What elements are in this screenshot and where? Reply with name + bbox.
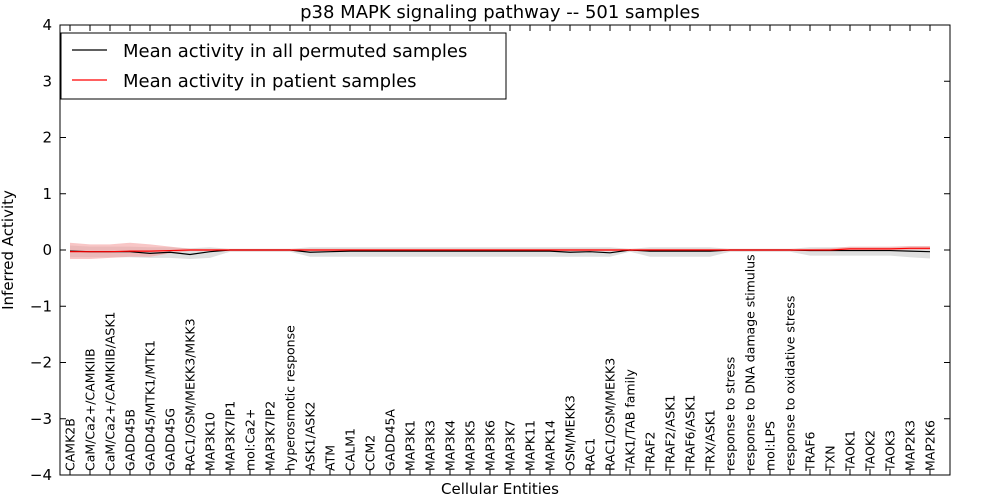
y-tick-label: 2 — [42, 129, 52, 147]
x-tick-label: MAPK14 — [543, 420, 558, 471]
y-axis-label: Inferred Activity — [0, 190, 17, 310]
y-tick-label: 0 — [42, 241, 52, 259]
chart-title: p38 MAPK signaling pathway -- 501 sample… — [300, 2, 700, 23]
x-tick-label: TAOK1 — [843, 430, 858, 472]
x-tick-label: MAP3K7 — [503, 420, 518, 471]
y-tick-label: 4 — [42, 16, 52, 34]
x-tick-label: TRAF2 — [643, 431, 658, 472]
x-tick-label: TXN — [823, 445, 838, 472]
y-ticks: −4 −3 −2 −1 0 1 2 3 4 — [30, 16, 950, 484]
y-tick-label: −3 — [30, 410, 52, 428]
x-tick-label: CAMK2B — [63, 418, 78, 471]
x-tick-label: ATM — [323, 445, 338, 471]
x-tick-label: MAP2K6 — [923, 420, 938, 471]
x-tick-label: MAP2K3 — [903, 420, 918, 471]
legend[interactable]: Mean activity in all permuted samples Me… — [60, 32, 507, 100]
x-tick-label: TRX/ASK1 — [703, 409, 718, 472]
x-tick-label: RAC1/OSM/MEKK3 — [603, 358, 618, 471]
y-tick-label: 1 — [42, 185, 52, 203]
band-permuted — [70, 245, 930, 259]
x-tick-label: MAP3K7IP1 — [223, 401, 238, 471]
x-tick-label: TAOK2 — [863, 430, 878, 472]
x-tick-label: CaM/Ca2+/CAMKIIB — [83, 348, 98, 471]
x-tick-label: MAP3K7IP2 — [263, 401, 278, 471]
x-tick-label: GADD45A — [383, 409, 398, 471]
x-tick-label: ASK1/ASK2 — [303, 402, 318, 471]
x-tick-label: mol:Ca2+ — [243, 409, 258, 471]
y-tick-label: −1 — [30, 297, 52, 315]
x-tick-label: TAOK3 — [883, 430, 898, 472]
x-tick-label: TAK1/TAB family — [623, 368, 638, 472]
x-tick-label: RAC1 — [583, 438, 598, 471]
x-tick-label: response to DNA damage stimulus — [743, 254, 758, 471]
x-tick-label: CCM2 — [363, 435, 378, 471]
x-tick-label: GADD45B — [123, 409, 138, 471]
x-tick-label: RAC1/OSM/MEKK3/MKK3 — [183, 318, 198, 471]
x-tick-label: hyperosmotic response — [283, 325, 298, 471]
x-tick-label: response to oxidative stress — [783, 296, 798, 471]
x-axis-label: Cellular Entities — [441, 480, 559, 498]
line-patient — [70, 247, 930, 253]
series-lines — [69, 247, 931, 256]
legend-label-patient: Mean activity in patient samples — [123, 71, 417, 92]
x-tick-label: MAP3K3 — [423, 420, 438, 471]
x-tick-label: TRAF6/ASK1 — [683, 395, 698, 472]
x-tick-label: MAP3K4 — [443, 420, 458, 471]
x-tick-label: MAP3K1 — [403, 420, 418, 471]
x-tick-label: MAP3K10 — [203, 412, 218, 471]
x-tick-label: GADD45/MTK1/MTK1 — [143, 340, 158, 471]
plot-frame — [59, 24, 951, 476]
x-tick-label: GADD45G — [163, 408, 178, 471]
x-tick-label: OSM/MEKK3 — [563, 395, 578, 471]
x-tick-label: mol:LPS — [763, 421, 778, 471]
y-tick-label: −2 — [30, 354, 52, 372]
x-tick-label: CaM/Ca2+/CAMKIIB/ASK1 — [103, 312, 118, 471]
legend-label-permuted: Mean activity in all permuted samples — [123, 41, 467, 62]
x-tick-label: MAP3K5 — [463, 420, 478, 471]
x-ticks: CAMK2B CaM/Ca2+/CAMKIIB CaM/Ca2+/CAMKIIB/A… — [63, 25, 938, 475]
y-tick-label: 3 — [42, 72, 52, 90]
x-tick-label: MAPK11 — [523, 420, 538, 471]
x-tick-label: MAP3K6 — [483, 420, 498, 471]
x-tick-label: CALM1 — [343, 428, 358, 471]
x-tick-label: response to stress — [723, 357, 738, 471]
x-tick-label: TRAF6 — [803, 431, 818, 472]
legend-box — [60, 32, 507, 100]
x-tick-label: TRAF2/ASK1 — [663, 395, 678, 472]
y-tick-label: −4 — [30, 466, 52, 484]
